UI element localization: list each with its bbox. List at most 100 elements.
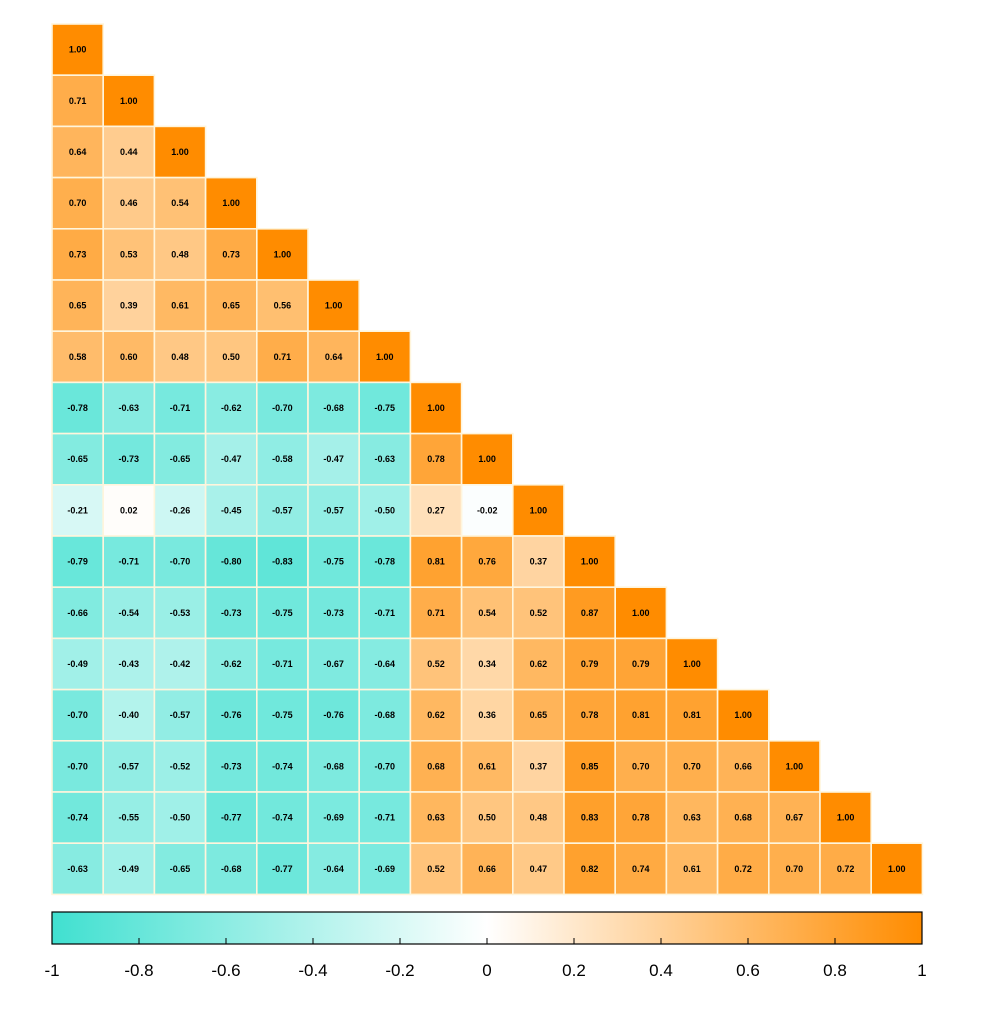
- heatmap-cell: [716, 842, 770, 896]
- colorbar-tick-label: -0.6: [211, 961, 240, 980]
- cell-value-label: -0.79: [67, 557, 88, 567]
- cell-value-label: -0.62: [221, 659, 242, 669]
- cell-value-label: -0.54: [119, 608, 140, 618]
- heatmap-cell: [511, 739, 565, 793]
- cell-value-label: -0.76: [221, 710, 242, 720]
- heatmap-cell: [614, 688, 668, 742]
- cell-value-label: 1.00: [274, 249, 292, 259]
- cell-value-label: 0.81: [427, 557, 445, 567]
- cell-value-label: 0.02: [120, 505, 138, 515]
- cell-value-label: -0.57: [272, 505, 293, 515]
- cell-value-label: -0.64: [323, 864, 344, 874]
- colorbar-tick-label: -0.2: [385, 961, 414, 980]
- cell-value-label: -0.73: [221, 608, 242, 618]
- cell-value-label: -0.62: [221, 403, 242, 413]
- cell-value-label: 0.62: [427, 710, 445, 720]
- cell-value-label: -0.49: [67, 659, 88, 669]
- colorbar-tick-label: 1: [917, 961, 926, 980]
- heatmap-cell: [460, 535, 514, 589]
- cell-value-label: -0.78: [67, 403, 88, 413]
- cell-value-label: -0.78: [375, 557, 396, 567]
- heatmap-cell: [307, 330, 361, 384]
- heatmap-cell: [563, 535, 617, 589]
- cell-value-label: -0.70: [272, 403, 293, 413]
- heatmap-cell: [102, 228, 156, 281]
- cell-value-label: 0.46: [120, 198, 138, 208]
- cell-value-label: -0.71: [375, 813, 396, 823]
- heatmap-cell: [204, 637, 258, 691]
- cell-value-label: -0.69: [323, 813, 344, 823]
- cell-value-label: -0.70: [67, 761, 88, 771]
- heatmap-cell: [819, 842, 873, 896]
- heatmap-cell: [358, 637, 412, 691]
- heatmap-cell: [204, 228, 258, 281]
- heatmap-cell: [204, 688, 258, 742]
- heatmap-cell: [409, 586, 463, 640]
- cell-value-label: -0.70: [170, 557, 191, 567]
- heatmap-cell: [102, 791, 156, 845]
- heatmap-cell: [51, 279, 105, 333]
- cell-value-label: 0.60: [120, 352, 138, 362]
- cell-value-label: 0.61: [683, 864, 701, 874]
- cell-value-label: 0.73: [69, 249, 87, 259]
- heatmap-cell: [307, 688, 361, 742]
- cell-value-label: -0.71: [375, 608, 396, 618]
- cell-value-label: -0.75: [272, 710, 293, 720]
- cell-value-label: 0.36: [478, 710, 496, 720]
- cell-value-label: 0.68: [734, 813, 752, 823]
- cell-value-label: -0.74: [67, 813, 88, 823]
- heatmap-cell: [460, 842, 514, 896]
- cell-value-label: -0.70: [375, 761, 396, 771]
- cell-value-label: 0.63: [683, 813, 701, 823]
- cell-value-label: -0.77: [272, 864, 293, 874]
- cell-value-label: -0.49: [119, 864, 140, 874]
- heatmap-cell: [460, 432, 514, 486]
- heatmap-cell: [307, 791, 361, 845]
- cell-value-label: -0.75: [272, 608, 293, 618]
- cell-value-label: 0.48: [171, 352, 189, 362]
- cell-value-label: 0.70: [786, 864, 804, 874]
- heatmap-cell: [511, 586, 565, 640]
- cell-value-label: -0.73: [323, 608, 344, 618]
- cell-value-label: 0.78: [427, 454, 445, 464]
- cell-value-label: 1.00: [888, 864, 906, 874]
- cell-value-label: 0.37: [530, 761, 548, 771]
- cell-value-label: -0.70: [67, 710, 88, 720]
- colorbar-tick-label: 0.4: [649, 961, 673, 980]
- heatmap-cell: [409, 483, 463, 537]
- heatmap-cell: [51, 535, 105, 589]
- colorbar-ticks: -1 -0.8 -0.6 -0.4 -0.2 0 0.2 0.4 0.6 0.8 1: [44, 938, 927, 980]
- cell-value-label: -0.74: [272, 761, 293, 771]
- cell-value-label: -0.67: [323, 659, 344, 669]
- cell-value-label: 0.87: [581, 608, 599, 618]
- cell-value-label: 0.65: [69, 301, 87, 311]
- cell-value-label: 0.63: [427, 813, 445, 823]
- cell-value-label: 0.66: [734, 761, 752, 771]
- cell-value-label: -0.73: [119, 454, 140, 464]
- heatmap-cell: [716, 688, 770, 742]
- cell-value-label: 0.83: [581, 813, 599, 823]
- cell-value-label: -0.65: [170, 454, 191, 464]
- cell-value-label: 0.64: [325, 352, 343, 362]
- cell-value-label: 0.52: [427, 864, 445, 874]
- cell-value-label: 0.56: [274, 301, 292, 311]
- cell-value-label: 0.34: [478, 659, 496, 669]
- heatmap-cell: [563, 586, 617, 640]
- cell-value-label: -0.57: [170, 710, 191, 720]
- cell-value-label: 0.70: [632, 761, 650, 771]
- colorbar-tick-label: 0.8: [823, 961, 847, 980]
- cell-value-label: 0.71: [427, 608, 445, 618]
- heatmap-cell: [563, 739, 617, 793]
- heatmap-cell: [204, 483, 258, 537]
- heatmap-cell: [767, 842, 821, 896]
- cell-value-label: 1.00: [786, 761, 804, 771]
- cell-value-label: 0.73: [222, 249, 240, 259]
- cell-value-label: -0.75: [375, 403, 396, 413]
- heatmap-cell: [511, 637, 565, 691]
- cell-value-label: -0.52: [170, 761, 191, 771]
- cell-value-label: -0.50: [375, 505, 396, 515]
- cell-value-label: -0.58: [272, 454, 293, 464]
- heatmap-cell: [204, 176, 258, 230]
- cell-value-label: 0.39: [120, 301, 138, 311]
- cell-value-label: -0.76: [323, 710, 344, 720]
